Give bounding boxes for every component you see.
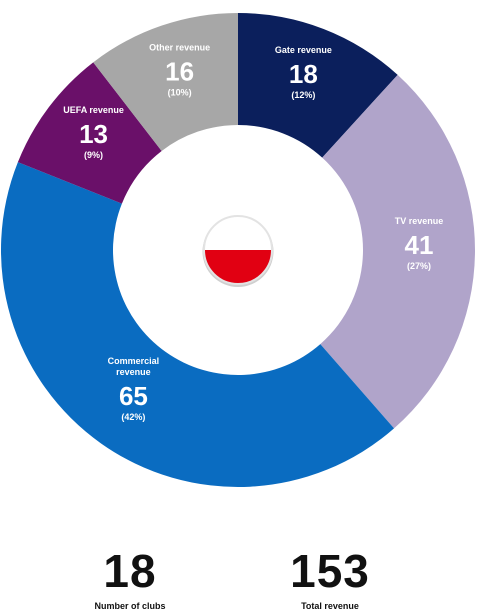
slice-name-uefa-revenue: UEFA revenue: [63, 105, 124, 115]
number-of-clubs-stat: 18 Number of clubs: [30, 548, 230, 612]
slice-uefa-revenue: [17, 62, 162, 204]
slice-label-tv-revenue: TV revenue 41(27%): [395, 216, 444, 271]
slice-name-other-revenue: Other revenue: [149, 43, 210, 53]
slice-value-tv-revenue: 41: [405, 230, 434, 260]
total-revenue-label: Total revenue: [301, 601, 359, 611]
number-of-clubs-label: Number of clubs: [94, 601, 166, 611]
slice-percent-other-revenue: (10%): [168, 88, 192, 98]
slice-value-gate-revenue: 18: [289, 59, 318, 89]
slice-other-revenue: [93, 13, 238, 152]
slice-name-commercial-revenue: revenue: [116, 367, 151, 377]
slice-name-gate-revenue: Gate revenue: [275, 45, 332, 55]
slice-commercial-revenue: [0, 162, 395, 487]
revenue-donut-chart: Gate revenue 18 (12%) TV revenue 41 (27%) Comm…: [0, 13, 475, 487]
slice-gate-revenue: [238, 13, 398, 158]
slice-tv-revenue: [320, 74, 475, 429]
slice-label-gate-revenue: Gate revenue 18(12%): [275, 45, 332, 100]
flag-poland-icon: [202, 215, 274, 287]
slice-name-tv-revenue: TV revenue: [395, 216, 444, 226]
slice-percent-commercial-revenue: (42%): [121, 412, 145, 422]
slice-value-commercial-revenue: 65: [119, 381, 148, 411]
slice-name-commercial-revenue: Commercial: [108, 356, 160, 366]
slice-percent-uefa-revenue: (9%): [84, 150, 103, 160]
donut-svg: Gate revenue 18(12%) TV revenue 41(27%) Comm…: [0, 13, 475, 487]
total-revenue-value: 153: [290, 545, 370, 597]
slice-value-uefa-revenue: 13: [79, 119, 108, 149]
slice-percent-tv-revenue: (27%): [407, 261, 431, 271]
total-revenue-stat: 153 Total revenue: [230, 548, 430, 612]
slice-label-other-revenue: Other revenue 16(10%): [149, 43, 210, 98]
slice-label-uefa-revenue: UEFA revenue 13(9%): [63, 105, 124, 160]
slice-value-other-revenue: 16: [165, 57, 194, 87]
number-of-clubs-value: 18: [103, 545, 157, 597]
slice-percent-gate-revenue: (12%): [291, 90, 315, 100]
